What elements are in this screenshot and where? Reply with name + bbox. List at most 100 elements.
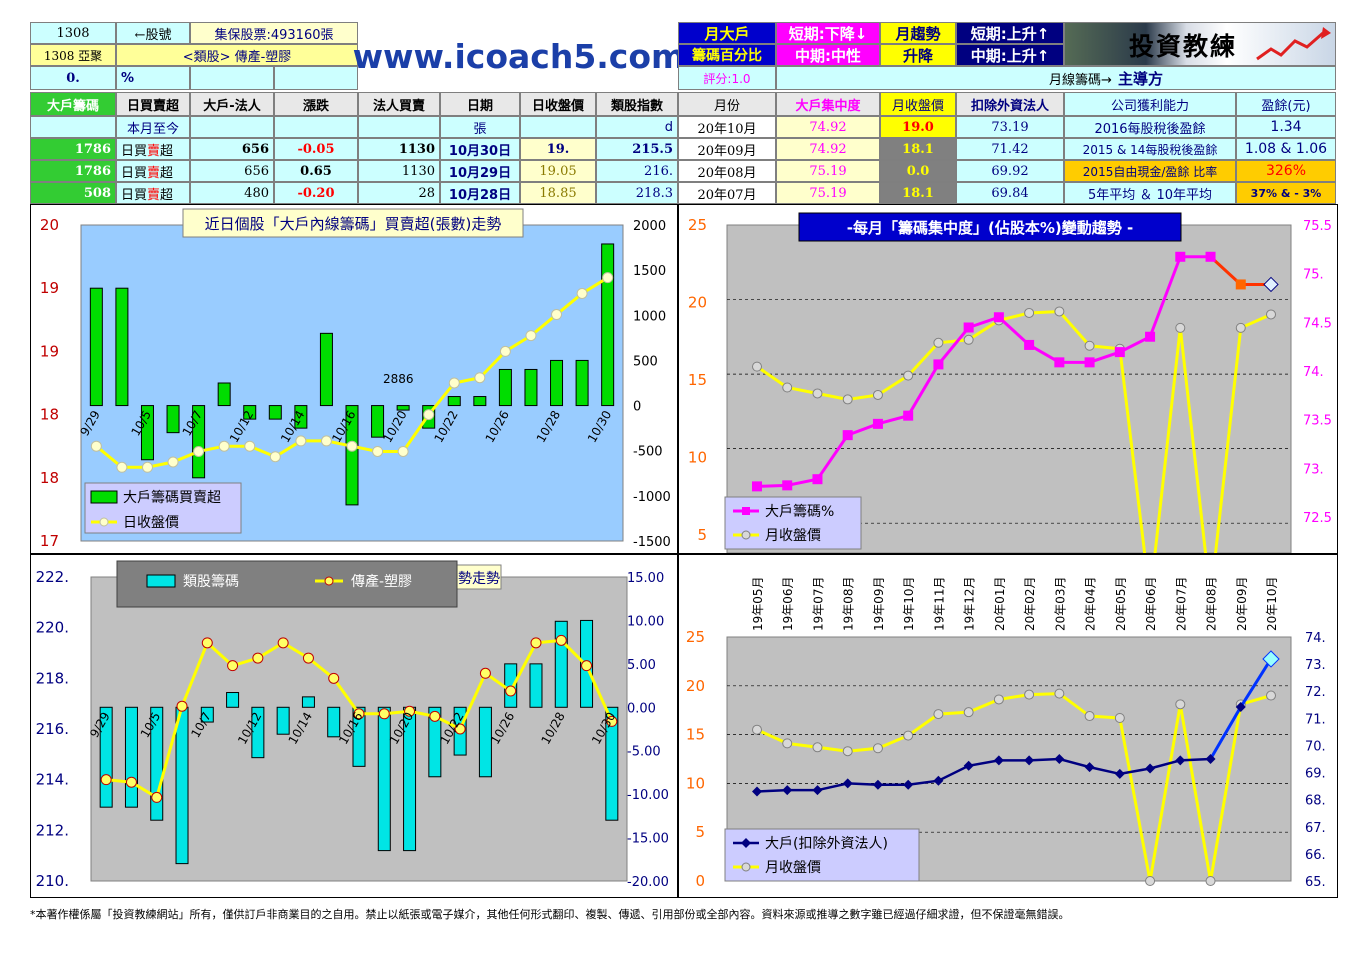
right-tick: 69. [1305, 767, 1326, 782]
right-tick: 1500 [633, 264, 666, 279]
row-month-close: 0.0 [880, 160, 956, 182]
legend-label: 日收盤價 [123, 514, 179, 531]
point [551, 309, 563, 321]
bar [396, 405, 410, 411]
point-big [752, 786, 762, 797]
point-big [1054, 754, 1065, 764]
point [167, 456, 179, 468]
point-close [782, 382, 793, 393]
row-index: 215.5 [596, 138, 678, 160]
right-tick: 0 [633, 400, 641, 415]
row-concentration: 75.19 [776, 182, 880, 204]
title-box-fragment [456, 564, 502, 590]
point-close [1084, 711, 1095, 722]
row-label-b: 賣 [147, 165, 161, 181]
month-big-holder-bottom: 籌碼百分比 [678, 44, 776, 66]
right-tick: 74. [1305, 631, 1326, 646]
right-tick: -15.00 [627, 832, 669, 847]
bar [192, 405, 206, 479]
point-concentration [963, 322, 974, 333]
x-tick-label: 20年06月 [1144, 576, 1158, 631]
point-close [1084, 340, 1095, 351]
row-month: 20年07月 [678, 182, 776, 204]
row-index: 218.3 [596, 182, 678, 204]
dominant-label: 主導方 [1117, 69, 1163, 88]
point-concentration [1114, 347, 1125, 358]
point-close [1054, 306, 1065, 317]
short-term-down: 短期:下降↓ [776, 22, 880, 44]
point-big [903, 779, 914, 790]
x-tick-label: 20年02月 [1023, 576, 1037, 631]
mid-term-up: 中期:上升↑ [956, 44, 1064, 66]
series-line-concentration [756, 255, 1211, 488]
point-close [963, 707, 974, 718]
left-tick: 0 [695, 872, 705, 890]
point-big [963, 760, 974, 771]
x-tick-label: 19年09月 [872, 576, 886, 631]
legend-label: 月收盤價 [765, 527, 821, 544]
stock-name: 1308 亞聚 [30, 44, 116, 66]
legend-box [724, 828, 920, 882]
point [404, 705, 416, 717]
left-table-header: 日期 [440, 92, 520, 116]
legend-swatch-bar [146, 574, 176, 588]
row-profit-item: 2015自由現金/盈餘 比率 [1064, 160, 1236, 182]
row-label-c: 超 [160, 165, 174, 181]
website-link[interactable]: www.icoach5.com [352, 36, 686, 76]
row-concentration: 74.92 [776, 116, 880, 138]
right-tick: 65. [1305, 875, 1326, 890]
month-big-holder-top: 月大戶 [678, 22, 776, 44]
logo-text: 投資教練 [1128, 32, 1237, 61]
left-tick: 25 [686, 628, 705, 646]
right-tick: -10.00 [627, 788, 669, 803]
logo-banner: 投資教練 [1064, 22, 1336, 66]
point-close [903, 370, 914, 381]
left-tick: 5 [697, 526, 707, 544]
row-big-holder: 1786 [30, 138, 116, 160]
row-date: 10月28日 [440, 182, 520, 204]
point [90, 440, 102, 452]
bar [550, 359, 564, 407]
percent-sign: % [116, 66, 190, 90]
right-table-header: 月份 [678, 92, 776, 116]
legend-label: 類股籌碼 [183, 574, 239, 590]
point [176, 700, 188, 712]
bar [166, 405, 180, 434]
row-profit-item: 5年平均 ＆ 10年平均 [1064, 182, 1236, 204]
right-tick: 71. [1305, 712, 1326, 727]
point [218, 440, 230, 452]
left-tick: 10 [686, 774, 705, 792]
sector-label: <類股> 傳產-塑膠 [116, 44, 358, 66]
row-month-close: 18.1 [880, 182, 956, 204]
right-tick: 0.00 [627, 701, 656, 716]
row-excl-foreign: 71.42 [956, 138, 1064, 160]
short-term-up: 短期:上升↑ [956, 22, 1064, 44]
bar [268, 405, 282, 420]
left-tick: 210. [36, 872, 69, 890]
bar [319, 332, 333, 407]
right-table-header: 大戶集中度 [776, 92, 880, 116]
point [429, 710, 441, 722]
legend-label: 大戶籌碼% [765, 504, 834, 520]
bar [115, 287, 129, 407]
bar [140, 405, 154, 461]
left-tick: 20 [40, 216, 59, 234]
point [505, 685, 517, 697]
chart-panel-sector: 9/29 10/5 10/7 10/12 10/14 10/16 10/20 10/22 10/… [30, 554, 678, 898]
point-close [842, 394, 853, 405]
bar [371, 405, 385, 438]
bar [251, 706, 265, 759]
left-tick: 18 [40, 406, 59, 424]
x-tick-label: 19年07月 [811, 576, 825, 631]
row-institutional: 1130 [358, 138, 440, 160]
point-concentration [752, 481, 762, 492]
row-profit-value: 37% & - 3% [1236, 182, 1336, 204]
sector-chip-chart: 9/29 10/5 10/7 10/12 10/14 10/16 10/20 10/22 10/… [36, 560, 669, 890]
x-tick-label: 19年10月 [902, 576, 916, 631]
point [151, 791, 163, 803]
bar [352, 706, 366, 767]
right-table-header: 公司獲利能力 [1064, 92, 1236, 116]
bar [243, 405, 257, 420]
point-close [872, 389, 883, 400]
x-tick-label: 20年04月 [1084, 576, 1098, 631]
